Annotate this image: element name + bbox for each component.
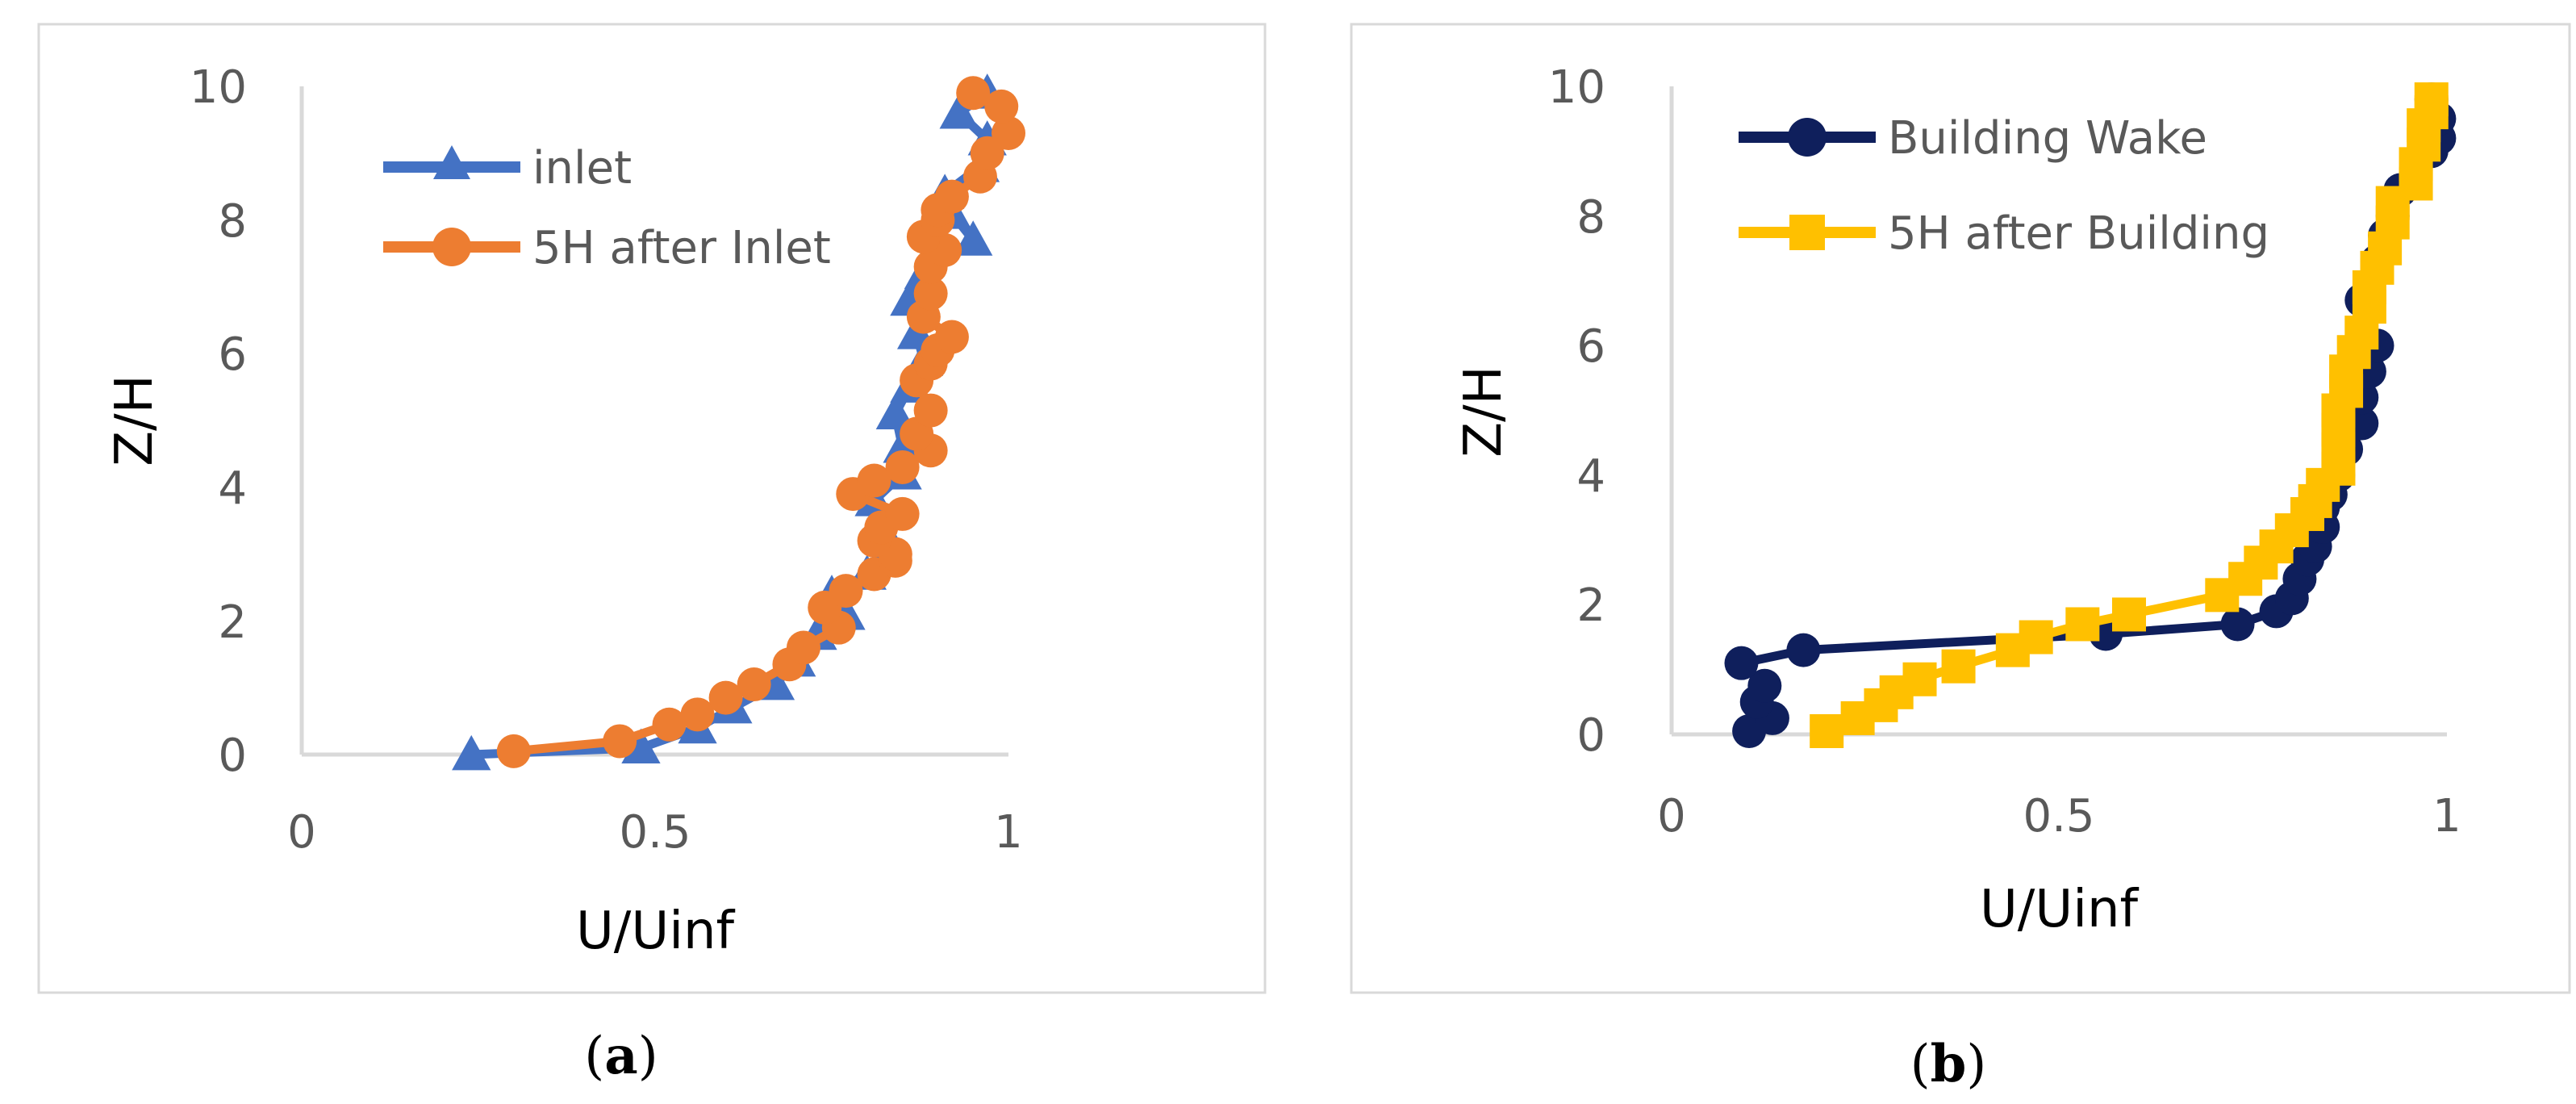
series-5h-after-inlet	[496, 76, 1025, 768]
legend-marker-square	[1789, 215, 1825, 250]
data-point-5h-after-inlet	[857, 463, 891, 498]
data-point-5h-after-inlet	[956, 76, 991, 111]
y-tick-label-b: 4	[1576, 450, 1605, 503]
plot-area-b	[1724, 82, 2457, 748]
data-point-5h-after-inlet	[992, 115, 1025, 150]
x-tick-label-a: 1	[994, 806, 1023, 859]
y-tick-label-a: 4	[218, 462, 247, 515]
data-point-inlet	[875, 394, 915, 430]
legend-label-5h-after-inlet: 5H after Inlet	[532, 222, 831, 274]
y-tick-label-b: 10	[1548, 61, 1605, 114]
legend-marker-circle	[432, 228, 471, 266]
data-point-5h-after-inlet	[934, 179, 969, 214]
legend-a: inlet 5H after Inlet	[383, 142, 831, 274]
chart-panel-a: 0 2 4 6 8 10 0 0.5 1 U/Uinf Z/H inlet 5H…	[37, 23, 1267, 994]
data-point-5h-after-inlet	[913, 393, 948, 428]
data-point-5h-after-inlet	[885, 450, 920, 484]
x-tick-label-a: 0.5	[619, 806, 691, 859]
legend-entry-building-wake: Building Wake	[1739, 112, 2207, 165]
data-point-5h-after-inlet	[496, 734, 531, 768]
plot-area-a	[452, 73, 1025, 771]
legend-marker-triangle	[433, 145, 470, 179]
data-point-5h-after-building	[1941, 649, 1976, 684]
x-tick-label-b: 1	[2432, 790, 2461, 843]
legend-label-5h-after-building: 5H after Building	[1888, 207, 2269, 260]
legend-label-building-wake: Building Wake	[1888, 112, 2207, 165]
y-tick-label-b: 6	[1576, 320, 1605, 373]
y-tick-label-a: 2	[218, 596, 247, 649]
x-tick-label-b: 0.5	[2023, 790, 2094, 843]
y-tick-label-b: 8	[1576, 191, 1605, 244]
series-5h-after-building	[1810, 82, 2449, 748]
data-point-5h-after-inlet	[786, 630, 820, 665]
legend-b: Building Wake 5H after Building	[1739, 112, 2269, 260]
data-point-inlet	[452, 734, 491, 771]
y-tick-label-a: 6	[218, 328, 247, 381]
legend-entry-5h-after-building: 5H after Building	[1739, 207, 2269, 260]
data-point-5h-after-inlet	[737, 667, 771, 702]
y-tick-label-a: 0	[218, 730, 247, 782]
y-tick-label-b: 0	[1576, 709, 1605, 762]
data-point-5h-after-building	[2019, 620, 2053, 654]
caption-b: (b)	[1910, 1034, 1987, 1094]
x-tick-label-a: 0	[287, 806, 316, 859]
chart-frame-b	[1350, 23, 2571, 994]
caption-b-letter: b	[1931, 1034, 1967, 1094]
data-point-5h-after-inlet	[603, 724, 637, 759]
data-point-5h-after-inlet	[680, 697, 715, 732]
x-axis-title-a: U/Uinf	[576, 901, 736, 961]
data-point-5h-after-inlet	[885, 496, 920, 531]
data-point-5h-after-inlet	[913, 276, 948, 311]
data-point-5h-after-inlet	[970, 136, 1004, 170]
data-point-5h-after-inlet	[829, 574, 863, 608]
data-point-5h-after-inlet	[652, 707, 687, 742]
data-point-5h-after-building	[2111, 597, 2146, 632]
legend-marker-circle	[1788, 118, 1827, 157]
caption-a-letter: a	[604, 1026, 637, 1086]
legend-entry-inlet: inlet	[383, 142, 632, 194]
legend-label-inlet: inlet	[532, 142, 632, 194]
y-tick-label-a: 10	[190, 61, 247, 114]
data-point-5h-after-building	[1902, 662, 1937, 696]
data-point-inlet	[954, 220, 993, 256]
data-point-building-wake	[1786, 633, 1821, 667]
x-tick-label-b: 0	[1657, 790, 1686, 843]
data-point-inlet	[939, 93, 979, 129]
data-point-5h-after-inlet	[984, 89, 1019, 123]
x-axis-title-b: U/Uinf	[1980, 880, 2140, 939]
data-point-building-wake	[1747, 668, 1782, 703]
y-tick-label-b: 2	[1576, 579, 1605, 632]
data-point-5h-after-building	[2414, 82, 2449, 117]
data-point-5h-after-building	[1810, 713, 1844, 748]
y-axis-title-b: Z/H	[1454, 366, 1513, 458]
data-point-5h-after-building	[2065, 607, 2100, 642]
data-point-5h-after-inlet	[934, 320, 969, 354]
y-axis-title-a: Z/H	[105, 374, 165, 466]
data-point-5h-after-inlet	[708, 680, 743, 715]
data-point-building-wake	[2220, 607, 2255, 642]
data-point-inlet	[621, 728, 661, 764]
caption-a: (a)	[584, 1026, 658, 1086]
chart-panel-b: 0 2 4 6 8 10 0 0.5 1 U/Uinf Z/H Building…	[1350, 23, 2571, 994]
chart-frame-a	[37, 23, 1267, 994]
y-tick-label-a: 8	[218, 195, 247, 248]
legend-entry-5h-after-inlet: 5H after Inlet	[383, 222, 831, 274]
data-point-building-wake	[1724, 646, 1759, 680]
